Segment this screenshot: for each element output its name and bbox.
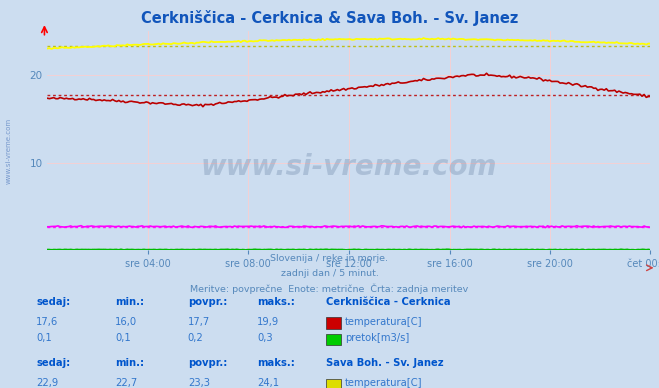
- Text: povpr.:: povpr.:: [188, 296, 227, 307]
- Text: temperatura[C]: temperatura[C]: [345, 317, 422, 327]
- Text: 19,9: 19,9: [257, 317, 279, 327]
- Text: sedaj:: sedaj:: [36, 296, 71, 307]
- Text: 0,2: 0,2: [188, 333, 204, 343]
- Text: Sava Boh. - Sv. Janez: Sava Boh. - Sv. Janez: [326, 358, 444, 368]
- Text: www.si-vreme.com: www.si-vreme.com: [5, 118, 12, 184]
- Text: 17,7: 17,7: [188, 317, 210, 327]
- Text: sedaj:: sedaj:: [36, 358, 71, 368]
- Text: 0,1: 0,1: [36, 333, 52, 343]
- Text: pretok[m3/s]: pretok[m3/s]: [345, 333, 409, 343]
- Text: Slovenija / reke in morje.: Slovenija / reke in morje.: [270, 254, 389, 263]
- Text: www.si-vreme.com: www.si-vreme.com: [201, 153, 497, 181]
- Text: Cerkniščica - Cerknica & Sava Boh. - Sv. Janez: Cerkniščica - Cerknica & Sava Boh. - Sv.…: [141, 10, 518, 26]
- Text: 0,3: 0,3: [257, 333, 273, 343]
- Text: maks.:: maks.:: [257, 358, 295, 368]
- Text: min.:: min.:: [115, 296, 144, 307]
- Text: Meritve: povprečne  Enote: metrične  Črta: zadnja meritev: Meritve: povprečne Enote: metrične Črta:…: [190, 284, 469, 294]
- Text: 16,0: 16,0: [115, 317, 138, 327]
- Text: 22,9: 22,9: [36, 378, 59, 388]
- Text: 24,1: 24,1: [257, 378, 279, 388]
- Text: temperatura[C]: temperatura[C]: [345, 378, 422, 388]
- Text: Cerkniščica - Cerknica: Cerkniščica - Cerknica: [326, 296, 451, 307]
- Text: povpr.:: povpr.:: [188, 358, 227, 368]
- Text: 23,3: 23,3: [188, 378, 210, 388]
- Text: 17,6: 17,6: [36, 317, 59, 327]
- Text: 0,1: 0,1: [115, 333, 131, 343]
- Text: 22,7: 22,7: [115, 378, 138, 388]
- Text: maks.:: maks.:: [257, 296, 295, 307]
- Text: zadnji dan / 5 minut.: zadnji dan / 5 minut.: [281, 269, 378, 278]
- Text: min.:: min.:: [115, 358, 144, 368]
